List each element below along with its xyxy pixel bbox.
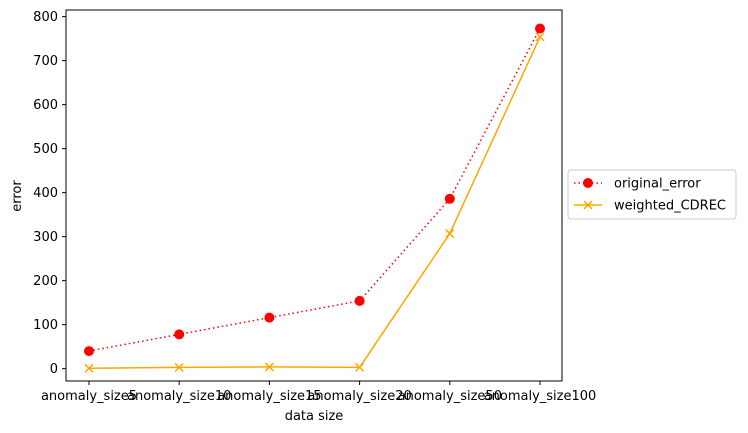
data-point-weighted_CDREC — [84, 363, 94, 373]
data-point-original_error — [535, 23, 545, 34]
data-point-original_error — [264, 312, 275, 323]
data-point-weighted_CDREC — [445, 229, 455, 239]
y-tick-label: 400 — [33, 186, 58, 201]
y-tick-label: 200 — [33, 274, 58, 289]
x-axis-title: data size — [285, 409, 344, 424]
data-point-weighted_CDREC — [535, 32, 545, 42]
y-tick-label: 100 — [33, 318, 58, 333]
legend-label: weighted_CDREC — [614, 199, 726, 214]
data-point-original_error — [444, 193, 455, 204]
y-axis-title: error — [10, 180, 25, 212]
y-tick-label: 300 — [33, 230, 58, 245]
y-tick-label: 500 — [33, 142, 58, 157]
legend-marker-weighted_CDREC — [583, 200, 593, 210]
series-line-weighted_CDREC — [88, 36, 541, 369]
y-tick-label: 600 — [33, 98, 58, 113]
data-point-original_error — [84, 346, 94, 357]
legend: original_error weighted_CDREC — [567, 169, 737, 220]
x-tick-label: anomaly_size20 — [307, 389, 411, 404]
data-point-weighted_CDREC — [264, 362, 274, 372]
y-axis: 0 100 200 300 400 500 600 700 800 — [33, 10, 66, 377]
x-axis: anomaly_size5anomaly_size10anomaly_size1… — [41, 381, 596, 404]
y-tick-label: 0 — [50, 362, 58, 377]
series-line-original_error — [88, 28, 541, 352]
data-point-original_error — [354, 295, 365, 306]
y-tick-label: 700 — [33, 54, 58, 69]
x-tick-label: anomaly_size50 — [398, 389, 502, 404]
legend-label: original_error — [614, 177, 701, 192]
x-tick-label: anomaly_size5 — [41, 389, 137, 404]
legend-marker-original_error — [583, 178, 593, 188]
data-point-original_error — [174, 329, 185, 340]
data-point-weighted_CDREC — [355, 362, 365, 372]
y-tick-label: 800 — [33, 10, 58, 25]
x-tick-label: anomaly_size10 — [127, 389, 231, 404]
plot-content — [84, 23, 545, 373]
data-point-weighted_CDREC — [174, 362, 184, 372]
x-tick-label: anomaly_size15 — [217, 389, 321, 404]
x-tick-label: anomaly_size100 — [484, 389, 597, 404]
plot-frame — [65, 9, 563, 382]
legend-box — [567, 169, 737, 220]
